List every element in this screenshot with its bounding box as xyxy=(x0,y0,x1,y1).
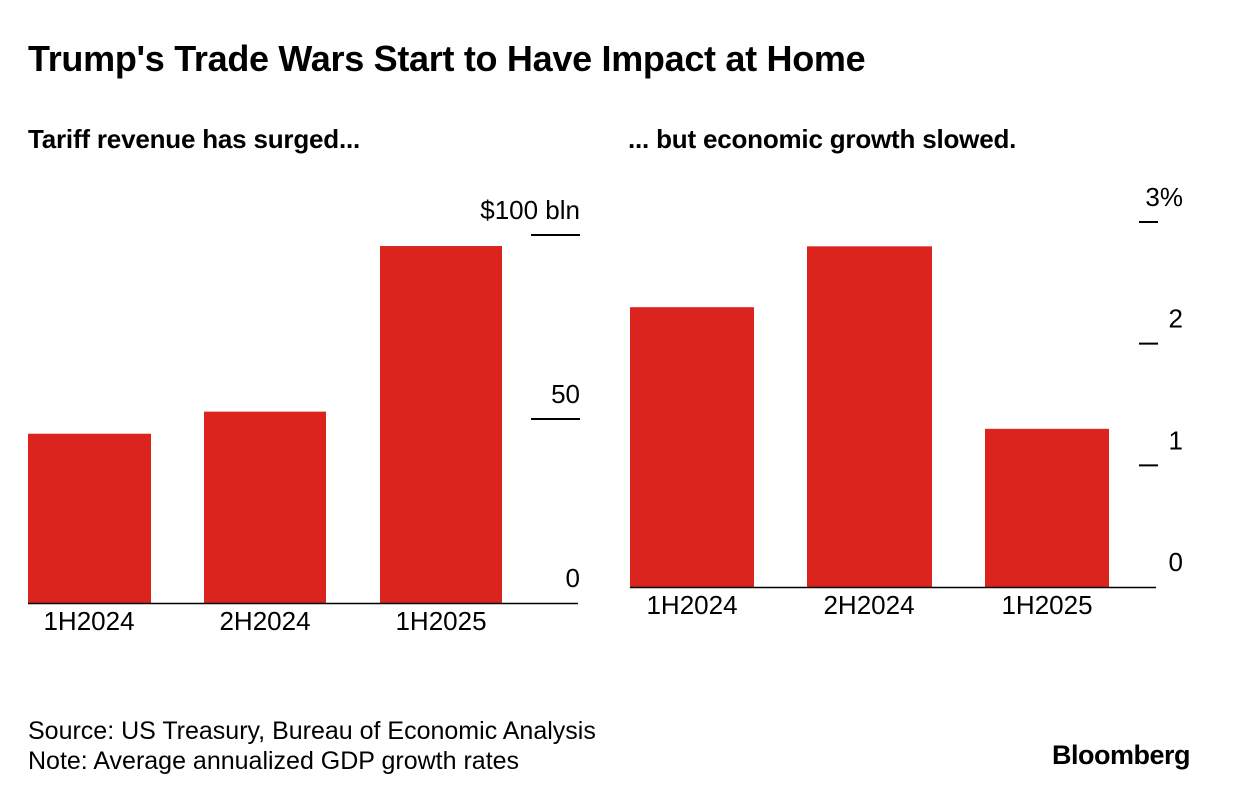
source-note: Source: US Treasury, Bureau of Economic … xyxy=(28,717,596,745)
tariff-y-tick-label-2: $100 bln xyxy=(480,195,580,225)
chart-title: Trump's Trade Wars Start to Have Impact … xyxy=(28,38,866,79)
gdp-bar-2h2024 xyxy=(807,246,932,588)
tariff-y-tick-label-0: 0 xyxy=(566,563,580,593)
tariff-bar-2h2024 xyxy=(204,411,326,603)
gdp-bar-1h2024 xyxy=(630,307,754,587)
gdp-y-tick-label-0: 0 xyxy=(1169,547,1183,577)
footnote: Note: Average annualized GDP growth rate… xyxy=(28,747,520,775)
gdp-x-label-1h2025: 1H2025 xyxy=(1001,590,1092,620)
tariff-x-label-1h2025: 1H2025 xyxy=(395,606,486,636)
gdp-x-label-2h2024: 2H2024 xyxy=(823,590,914,620)
gdp-y-tick-label-3: 3% xyxy=(1145,182,1183,212)
gdp-y-tick-label-2: 2 xyxy=(1169,304,1183,334)
gdp-x-label-1h2024: 1H2024 xyxy=(646,590,737,620)
tariff-x-label-2h2024: 2H2024 xyxy=(219,606,310,636)
tariff-bar-1h2025 xyxy=(380,246,502,604)
tariff-bar-1h2024 xyxy=(28,433,151,603)
tariff-x-label-1h2024: 1H2024 xyxy=(43,606,134,636)
right-chart-subtitle: ... but economic growth slowed. xyxy=(628,124,1017,154)
left-chart-subtitle: Tariff revenue has surged... xyxy=(28,124,361,154)
gdp-y-tick-label-1: 1 xyxy=(1169,425,1183,455)
gdp-bar-1h2025 xyxy=(985,428,1109,587)
bloomberg-logo: Bloomberg xyxy=(1052,740,1191,770)
tariff-y-tick-label-1: 50 xyxy=(551,379,580,409)
